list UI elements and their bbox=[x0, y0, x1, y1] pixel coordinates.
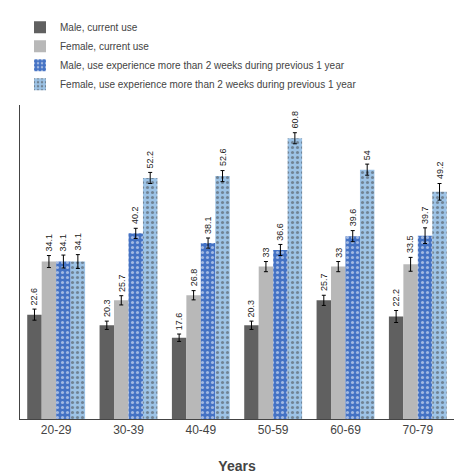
svg-text:25.7: 25.7 bbox=[319, 274, 329, 292]
svg-text:39.7: 39.7 bbox=[420, 206, 430, 224]
svg-text:50-59: 50-59 bbox=[258, 423, 289, 437]
svg-text:33: 33 bbox=[334, 248, 344, 258]
svg-text:25.7: 25.7 bbox=[117, 274, 127, 292]
svg-text:52.6: 52.6 bbox=[218, 149, 228, 167]
svg-text:40-49: 40-49 bbox=[185, 423, 216, 437]
svg-text:30-39: 30-39 bbox=[113, 423, 144, 437]
svg-text:36.6: 36.6 bbox=[275, 223, 285, 241]
svg-text:Female, use experience more th: Female, use experience more than 2 weeks… bbox=[60, 79, 356, 90]
svg-text:40.2: 40.2 bbox=[130, 206, 140, 224]
svg-text:60.8: 60.8 bbox=[290, 111, 300, 129]
svg-text:Male, current use: Male, current use bbox=[60, 22, 138, 33]
svg-text:54: 54 bbox=[362, 150, 372, 160]
svg-text:34.1: 34.1 bbox=[73, 233, 83, 251]
svg-text:26.8: 26.8 bbox=[189, 269, 199, 287]
svg-text:17.6: 17.6 bbox=[174, 313, 184, 331]
svg-text:60-69: 60-69 bbox=[330, 423, 361, 437]
svg-text:70-79: 70-79 bbox=[402, 423, 433, 437]
svg-text:20.3: 20.3 bbox=[246, 300, 256, 318]
svg-text:34.1: 34.1 bbox=[44, 234, 54, 252]
svg-text:22.6: 22.6 bbox=[29, 288, 39, 306]
svg-text:33: 33 bbox=[261, 247, 271, 257]
svg-text:33.5: 33.5 bbox=[405, 235, 415, 253]
svg-text:39.6: 39.6 bbox=[348, 209, 358, 227]
svg-text:52.2: 52.2 bbox=[145, 151, 155, 169]
svg-text:Female, current use: Female, current use bbox=[60, 41, 149, 52]
svg-text:Male, use experience more than: Male, use experience more than 2 weeks d… bbox=[60, 60, 345, 71]
svg-text:Years: Years bbox=[218, 458, 256, 474]
svg-text:20.3: 20.3 bbox=[102, 299, 112, 317]
svg-text:49.2: 49.2 bbox=[435, 161, 445, 179]
svg-text:38.1: 38.1 bbox=[203, 217, 213, 235]
svg-text:34.1: 34.1 bbox=[58, 234, 68, 252]
svg-text:22.2: 22.2 bbox=[391, 289, 401, 307]
svg-text:20-29: 20-29 bbox=[41, 423, 72, 437]
